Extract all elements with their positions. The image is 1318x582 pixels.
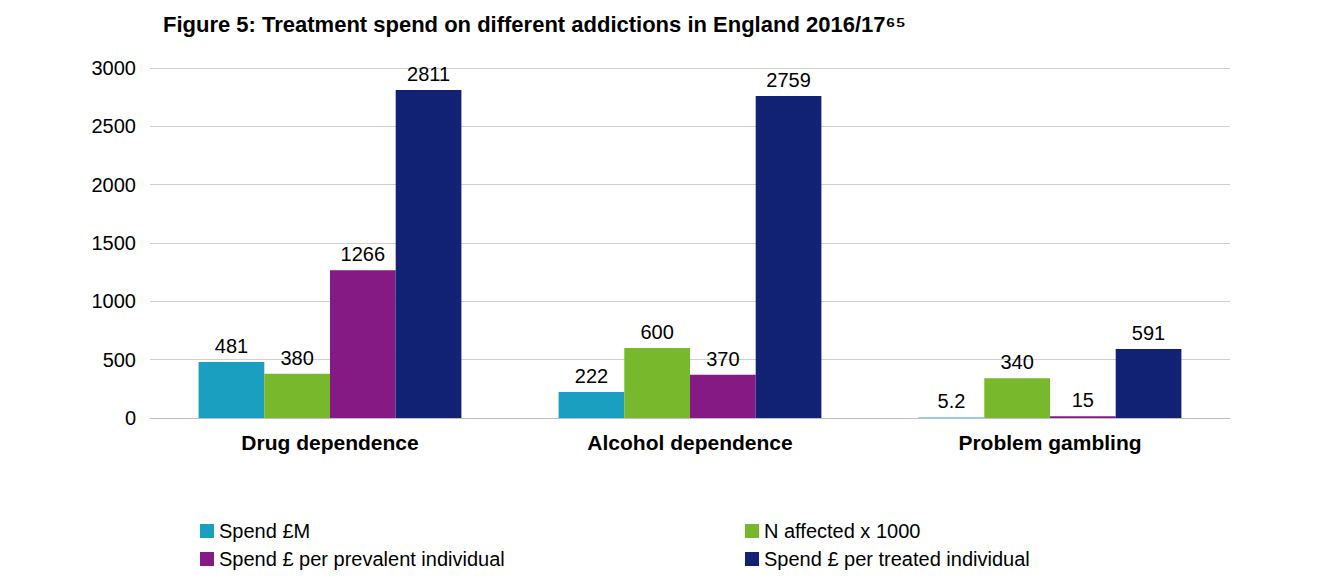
svg-text:5.2: 5.2	[938, 390, 966, 412]
svg-text:222: 222	[575, 365, 608, 387]
svg-text:2000: 2000	[92, 174, 137, 196]
svg-text:481: 481	[215, 335, 248, 357]
svg-text:370: 370	[706, 348, 739, 370]
svg-text:2759: 2759	[766, 69, 811, 91]
svg-text:1266: 1266	[341, 243, 386, 265]
svg-text:3000: 3000	[92, 57, 137, 79]
svg-text:2500: 2500	[92, 115, 137, 137]
svg-text:500: 500	[103, 349, 136, 371]
svg-text:591: 591	[1132, 322, 1165, 344]
svg-text:0: 0	[125, 407, 136, 429]
svg-text:Spend £M: Spend £M	[219, 520, 310, 542]
svg-text:340: 340	[1000, 351, 1033, 373]
svg-text:N affected x 1000: N affected x 1000	[764, 520, 920, 542]
svg-text:1000: 1000	[92, 290, 137, 312]
svg-text:Problem gambling: Problem gambling	[958, 431, 1141, 454]
svg-text:Figure 5: Treatment spend on d: Figure 5: Treatment spend on different a…	[163, 12, 906, 37]
svg-text:Spend £ per prevalent individu: Spend £ per prevalent individual	[219, 548, 505, 570]
svg-text:380: 380	[280, 347, 313, 369]
svg-text:Drug dependence: Drug dependence	[241, 431, 418, 454]
svg-text:2811: 2811	[407, 63, 450, 85]
svg-text:15: 15	[1072, 389, 1094, 411]
svg-text:1500: 1500	[92, 232, 137, 254]
svg-text:Alcohol dependence: Alcohol dependence	[587, 431, 792, 454]
svg-text:Spend £ per treated individual: Spend £ per treated individual	[764, 548, 1030, 570]
svg-text:600: 600	[640, 321, 673, 343]
